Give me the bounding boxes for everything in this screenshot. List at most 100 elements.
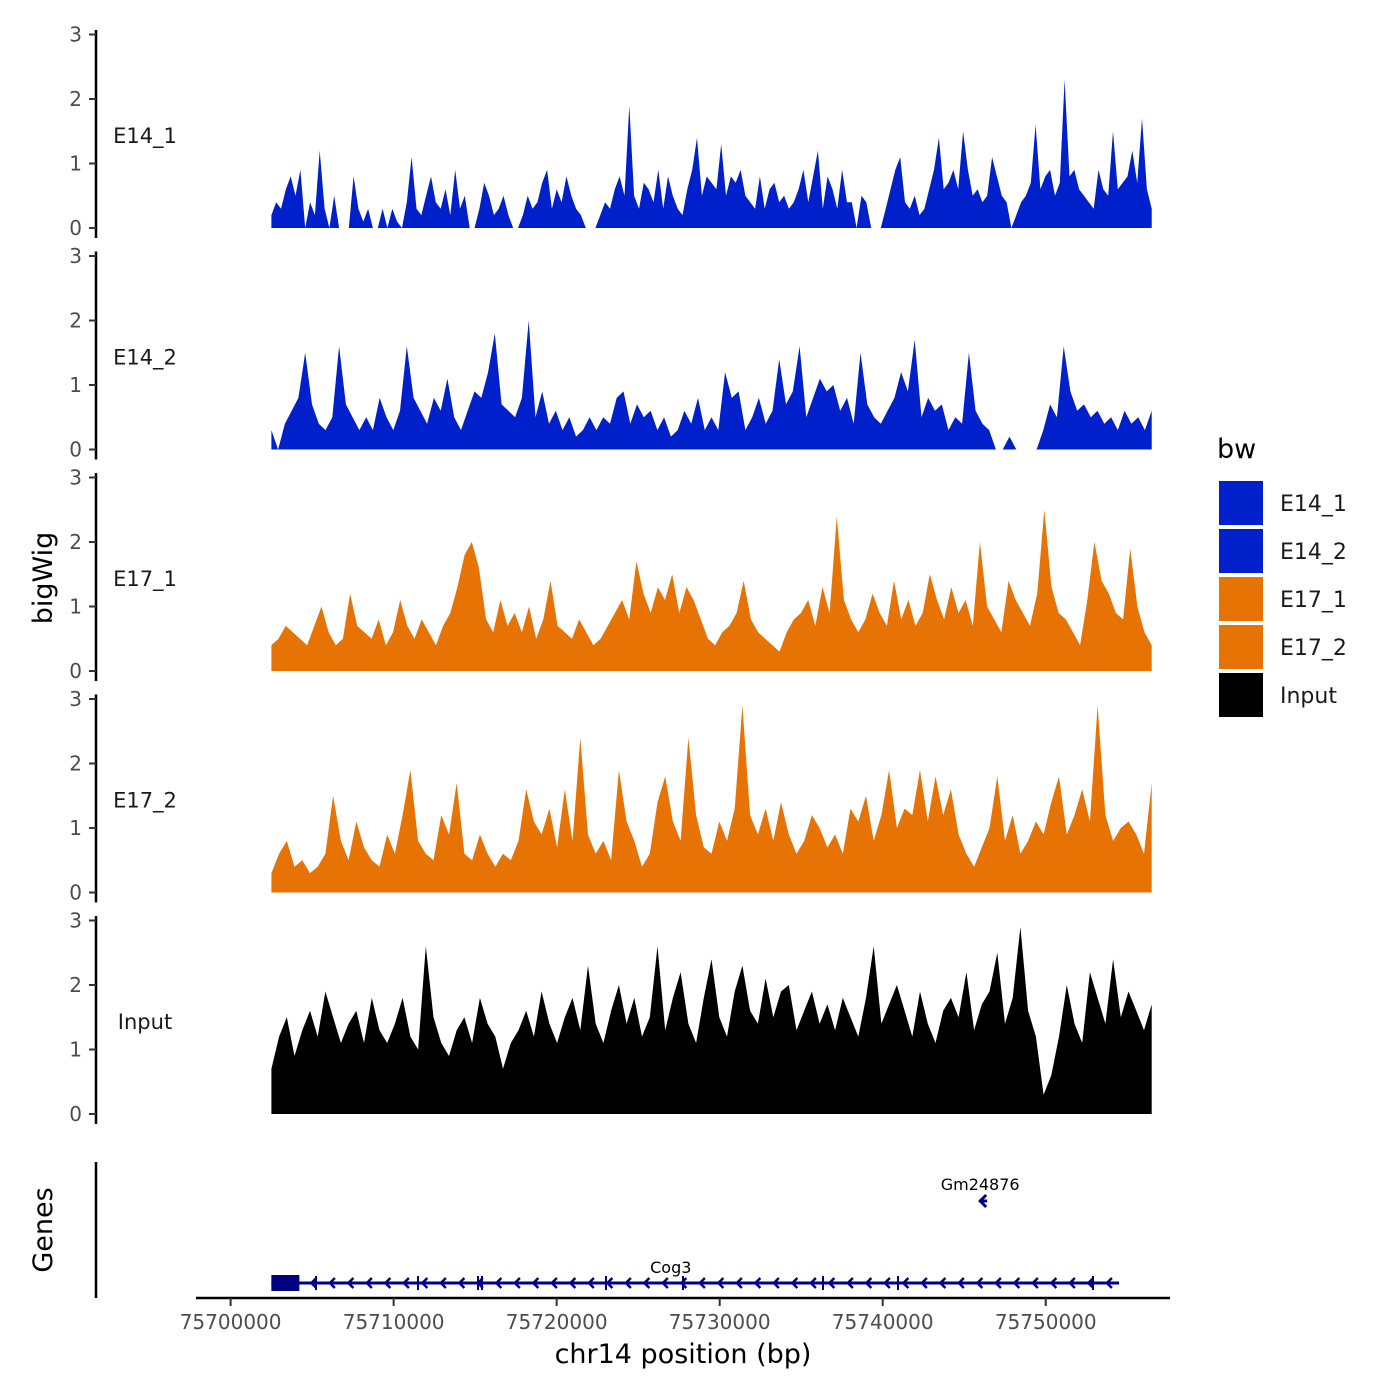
y-tick-label: 0 (69, 438, 82, 462)
gene-track: Cog3 Gm24876 (271, 1175, 1120, 1291)
strand-arrow (550, 1277, 558, 1289)
y-tick-label: 1 (69, 816, 82, 840)
strand-arrow (809, 1277, 817, 1289)
strand-arrow (1068, 1277, 1076, 1289)
y-tick-label: 3 (69, 23, 82, 47)
strand-arrow (661, 1277, 669, 1289)
track-E14_1: 0 1 2 3 E14_1 (69, 23, 1152, 240)
y-tick-label: 0 (69, 659, 82, 683)
y-axis-title: bigWig (28, 532, 59, 625)
strand-arrow (402, 1277, 410, 1289)
y-tick-label: 3 (69, 687, 82, 711)
y-tick-label: 1 (69, 595, 82, 619)
x-axis-ticks: 75700000 75710000 75720000 75730000 75740000… (180, 1298, 1097, 1334)
gene-exon (271, 1275, 300, 1291)
legend-key-E17_1 (1219, 577, 1263, 621)
x-tick-label: 75710000 (343, 1310, 445, 1334)
legend-label-E17_2: E17_2 (1280, 636, 1347, 661)
strand-arrow (827, 1277, 836, 1289)
panel-label: Input (118, 1010, 172, 1034)
strand-arrow (864, 1277, 873, 1289)
legend-key-E17_2 (1219, 625, 1263, 669)
y-tick-label: 1 (69, 1038, 82, 1062)
legend: bw E14_1 E14_2 E17_1 E17_2 Input (1217, 434, 1347, 717)
strand-arrow (624, 1277, 632, 1289)
strand-arrow (679, 1277, 688, 1289)
y-tick-label: 3 (69, 466, 82, 490)
strand-arrow (1105, 1277, 1113, 1289)
strand-arrow (883, 1277, 891, 1289)
panel-label: E14_1 (113, 124, 177, 149)
y-tick-label: 1 (69, 152, 82, 176)
y-tick-label: 3 (69, 909, 82, 933)
y-tick-label: 2 (69, 87, 82, 111)
gene-gm24876: Gm24876 (941, 1175, 1020, 1209)
strand-arrow (439, 1277, 447, 1289)
strand-arrow (494, 1277, 503, 1289)
y-tick-label: 0 (69, 216, 82, 240)
strand-arrow (420, 1277, 429, 1289)
strand-arrow (920, 1277, 928, 1289)
strand-arrow (994, 1277, 1002, 1289)
strand-arrow (513, 1277, 521, 1289)
strand-arrow (1049, 1277, 1058, 1289)
track-E17_1: 0 1 2 3 E17_1 (69, 466, 1152, 683)
strand-arrow (309, 1277, 318, 1289)
track-Input: 0 1 2 3 Input (69, 909, 1152, 1126)
coverage-area-E14_1 (271, 79, 1152, 228)
track-E17_2: 0 1 2 3 E17_2 (69, 687, 1152, 905)
legend-key-Input (1219, 673, 1263, 717)
strand-arrow (938, 1277, 947, 1289)
strand-arrow (642, 1277, 651, 1289)
strand-arrow (383, 1277, 392, 1289)
strand-arrow (1031, 1277, 1039, 1289)
legend-key-E14_1 (1219, 481, 1263, 525)
coverage-area-E17_1 (271, 509, 1152, 671)
y-tick-label: 2 (69, 309, 82, 333)
coverage-area-E17_2 (271, 705, 1152, 893)
strand-arrow (531, 1277, 540, 1289)
strand-arrow (790, 1277, 799, 1289)
strand-arrow (735, 1277, 743, 1289)
strand-arrow (698, 1277, 706, 1289)
x-axis-title: chr14 position (bp) (555, 1339, 812, 1370)
x-tick-label: 75750000 (995, 1310, 1097, 1334)
y-tick-label: 2 (69, 530, 82, 554)
panel-label: E17_1 (113, 567, 177, 592)
gene-label: Cog3 (650, 1258, 691, 1277)
x-tick-label: 75740000 (832, 1310, 934, 1334)
strand-arrow (346, 1277, 355, 1289)
strand-arrow (772, 1277, 780, 1289)
strand-arrow (568, 1277, 577, 1289)
strand-arrow (457, 1277, 466, 1289)
strand-arrow (753, 1277, 762, 1289)
x-tick-label: 75700000 (180, 1310, 282, 1334)
legend-label-Input: Input (1280, 684, 1337, 709)
panel-label: E17_2 (113, 789, 177, 814)
x-tick-label: 75730000 (669, 1310, 771, 1334)
strand-arrow (328, 1277, 336, 1289)
strand-arrow (901, 1277, 910, 1289)
legend-label-E14_2: E14_2 (1280, 540, 1347, 565)
gene-cog3: Cog3 (271, 1258, 1120, 1291)
y-tick-label: 0 (69, 881, 82, 905)
y-tick-label: 0 (69, 1102, 82, 1126)
strand-arrow (846, 1277, 854, 1289)
coverage-area-E14_2 (271, 320, 1152, 450)
y-tick-label: 2 (69, 973, 82, 997)
y-tick-label: 1 (69, 373, 82, 397)
strand-arrow (1086, 1277, 1095, 1289)
strand-arrow (587, 1277, 595, 1289)
x-tick-label: 75720000 (506, 1310, 608, 1334)
coverage-area-Input (271, 927, 1152, 1114)
strand-arrow (365, 1277, 373, 1289)
strand-arrow (957, 1277, 965, 1289)
legend-label-E14_1: E14_1 (1280, 492, 1347, 517)
legend-key-E14_2 (1219, 529, 1263, 573)
tracks: 0 1 2 3 E14_1 0 1 2 3 E14_2 0 1 2 3 E17_1 0 1 2 3 E17_2 0 1 2 3… (69, 23, 1152, 1126)
legend-label-E17_1: E17_1 (1280, 588, 1347, 613)
gene-label: Gm24876 (941, 1175, 1020, 1194)
strand-arrow (716, 1277, 725, 1289)
panel-label: E14_2 (113, 346, 177, 371)
